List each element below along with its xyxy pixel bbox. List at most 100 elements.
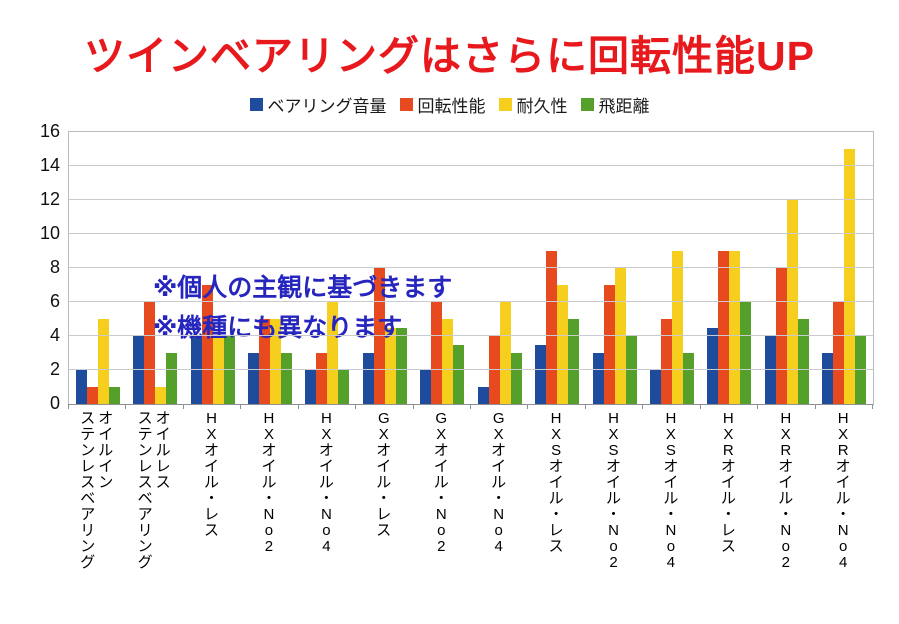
legend-swatch-icon — [249, 98, 263, 111]
y-axis-tick-label: 10 — [39, 223, 60, 243]
legend-label: 飛距離 — [598, 97, 650, 116]
bar — [707, 327, 719, 404]
x-axis-label-column: ステンレスベアリング — [80, 410, 96, 571]
bar — [649, 370, 661, 404]
gridline — [69, 267, 873, 268]
x-axis-tick — [125, 404, 127, 409]
bar-group — [69, 132, 126, 404]
bar — [75, 370, 87, 404]
legend-swatch-icon — [399, 98, 413, 111]
annotation-line-2: ※機種にも異なります — [153, 314, 403, 342]
y-axis-tick-label: 14 — [39, 155, 60, 175]
x-axis-label: オイルレスステンレスベアリング — [137, 411, 172, 571]
bar — [510, 353, 522, 404]
x-axis-label: H X S オイル・レス — [548, 411, 565, 555]
legend-item: 耐久性 — [498, 92, 568, 117]
bar — [201, 285, 213, 404]
bar — [592, 353, 604, 404]
bar-group — [528, 132, 585, 404]
bar-group — [126, 132, 183, 404]
legend-swatch-icon — [498, 98, 512, 111]
bar — [431, 302, 443, 404]
bar-group — [184, 132, 241, 404]
bar — [844, 149, 856, 404]
bar — [384, 327, 396, 404]
gridline — [69, 233, 873, 234]
bar — [305, 370, 317, 404]
bar — [269, 319, 281, 404]
x-axis-label-column: H X R オイル・レス — [720, 410, 736, 555]
x-axis-label-cell: H X オイル・レス — [183, 411, 240, 616]
x-axis-label: G X オイル・レス — [375, 411, 392, 539]
bar — [108, 387, 120, 404]
x-axis-tick — [240, 404, 242, 409]
x-axis-label-column: H X オイル・レス — [204, 410, 220, 539]
x-axis-label-column: G X オイル・レス — [376, 410, 392, 539]
bar — [718, 251, 730, 404]
annotation-line-1: ※個人の主観に基づきます — [153, 274, 453, 302]
bar-group — [643, 132, 700, 404]
bar — [280, 353, 292, 404]
x-axis-label-cell: H X R オイル・レス — [700, 411, 757, 616]
bar — [247, 353, 259, 404]
chart-title: ツインベアリングはさらに回転性能UP — [84, 33, 815, 79]
x-axis-tick — [68, 404, 69, 409]
y-axis-tick-label: 8 — [49, 257, 60, 277]
x-axis-tick — [412, 404, 414, 409]
x-axis-tick — [182, 404, 184, 409]
bar — [133, 336, 145, 404]
bar — [625, 336, 637, 404]
bar — [603, 285, 615, 404]
bar — [546, 251, 558, 404]
bar-group — [241, 132, 298, 404]
bar — [395, 327, 407, 404]
bar — [144, 302, 156, 404]
bar — [786, 200, 798, 404]
bar-groups — [69, 132, 873, 404]
bar — [97, 319, 109, 404]
bar — [316, 353, 328, 404]
bar — [155, 387, 167, 404]
legend-swatch-icon — [580, 98, 594, 111]
gridline — [69, 335, 873, 336]
x-axis-tick — [584, 404, 586, 409]
bar — [327, 302, 339, 404]
bar — [557, 285, 569, 404]
x-axis-labels: オイルインステンレスベアリングオイルレスステンレスベアリング H X オイル・レス H X… — [68, 411, 872, 616]
bar — [442, 319, 454, 404]
bar — [420, 370, 432, 404]
x-axis-label-cell: オイルインステンレスベアリング — [68, 411, 125, 616]
gridline — [69, 301, 873, 302]
x-axis-label: オイルインステンレスベアリング — [79, 411, 114, 571]
plot-area: ※個人の主観に基づきます ※機種にも異なります — [68, 131, 874, 405]
bar — [614, 268, 626, 404]
legend-label: 回転性能 — [417, 97, 486, 116]
bar — [568, 319, 580, 404]
x-axis-tick — [642, 404, 644, 409]
legend-label: ベアリング音量 — [267, 97, 387, 116]
gridline — [69, 165, 873, 166]
x-axis-label-cell: オイルレスステンレスベアリング — [125, 411, 182, 616]
bar-group — [356, 132, 413, 404]
bar — [833, 302, 845, 404]
bar — [190, 336, 202, 404]
